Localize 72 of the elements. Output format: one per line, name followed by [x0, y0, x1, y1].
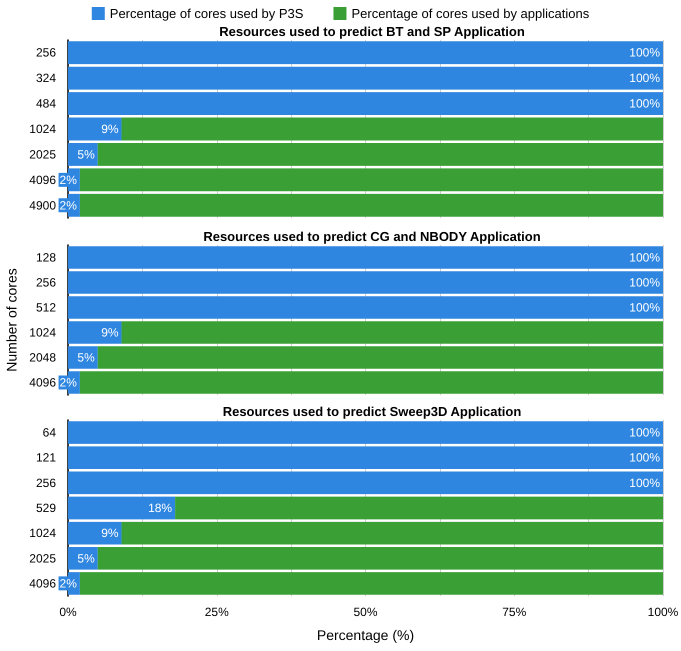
bar: [122, 522, 663, 544]
data-label: 18%: [148, 501, 172, 515]
y-axis-title: Number of cores: [3, 268, 20, 372]
bar: [80, 572, 663, 595]
y-tick-label: 2048: [29, 350, 56, 364]
bar: [98, 346, 663, 369]
y-tick-label: 512: [36, 300, 56, 314]
bar: [175, 496, 663, 520]
y-tick-label: 2025: [29, 147, 56, 162]
bar: [68, 271, 663, 294]
y-tick-label: 4096: [29, 376, 56, 390]
data-label: 100%: [629, 300, 660, 314]
data-label: 100%: [629, 71, 660, 86]
y-tick-label: 484: [36, 96, 56, 111]
bar: [80, 371, 663, 394]
y-tick-label: 256: [36, 46, 56, 60]
data-label: 5%: [77, 147, 96, 162]
data-label: 100%: [629, 250, 660, 264]
data-label: 100%: [629, 46, 660, 60]
data-label: 5%: [77, 551, 96, 566]
chart-title: Resources used to predict Sweep3D Application: [222, 404, 522, 419]
bar: [68, 446, 663, 470]
y-tick-label: 1024: [29, 122, 56, 136]
bar: [80, 194, 663, 217]
chart-title: Resources used to predict BT and SP Application: [219, 24, 525, 39]
x-tick-label: 100%: [648, 605, 679, 619]
y-tick-label: 1024: [29, 526, 56, 540]
x-tick-label: 75%: [502, 605, 527, 619]
data-label: 9%: [101, 326, 119, 340]
data-label: 100%: [629, 426, 660, 440]
y-tick-label: 1024: [29, 326, 56, 340]
data-label: 2%: [60, 376, 78, 390]
data-label: 100%: [629, 476, 660, 490]
data-label: 9%: [101, 122, 119, 136]
y-tick-label: 256: [36, 476, 56, 490]
bar: [98, 142, 663, 166]
data-label: 100%: [629, 450, 660, 465]
bar: [68, 421, 663, 444]
y-tick-label: 2025: [29, 551, 56, 566]
bar: [68, 296, 663, 319]
legend-label: Percentage of cores used by P3S: [110, 6, 304, 21]
bar: [68, 246, 663, 269]
legend-label: Percentage of cores used by applications: [351, 6, 590, 21]
data-label: 9%: [101, 526, 119, 540]
data-label: 100%: [629, 276, 660, 290]
bar: [98, 546, 663, 570]
data-label: 5%: [77, 350, 96, 364]
y-tick-label: 4900: [29, 198, 56, 212]
x-tick-label: 50%: [353, 605, 378, 619]
y-tick-label: 128: [36, 250, 56, 264]
x-tick-label: 25%: [204, 605, 230, 619]
x-tick-label: 0%: [59, 605, 77, 619]
y-tick-label: 529: [36, 501, 56, 515]
bar: [122, 321, 663, 344]
y-tick-label: 4096: [29, 172, 56, 187]
bar: [122, 118, 663, 140]
data-label: 2%: [60, 172, 78, 187]
data-label: 2%: [60, 576, 78, 590]
bar: [68, 472, 663, 494]
y-tick-label: 324: [36, 71, 56, 86]
bar: [68, 92, 663, 116]
y-tick-label: 4096: [29, 576, 56, 590]
y-tick-label: 256: [36, 276, 56, 290]
bar: [68, 66, 663, 90]
chart-title: Resources used to predict CG and NBODY Application: [203, 229, 541, 244]
bar: [68, 496, 176, 520]
y-tick-label: 64: [42, 426, 56, 440]
data-label: 100%: [629, 96, 660, 111]
bar: [80, 168, 663, 192]
x-axis-title: Percentage (%): [316, 627, 414, 643]
y-tick-label: 121: [36, 450, 56, 465]
bar: [68, 41, 663, 64]
